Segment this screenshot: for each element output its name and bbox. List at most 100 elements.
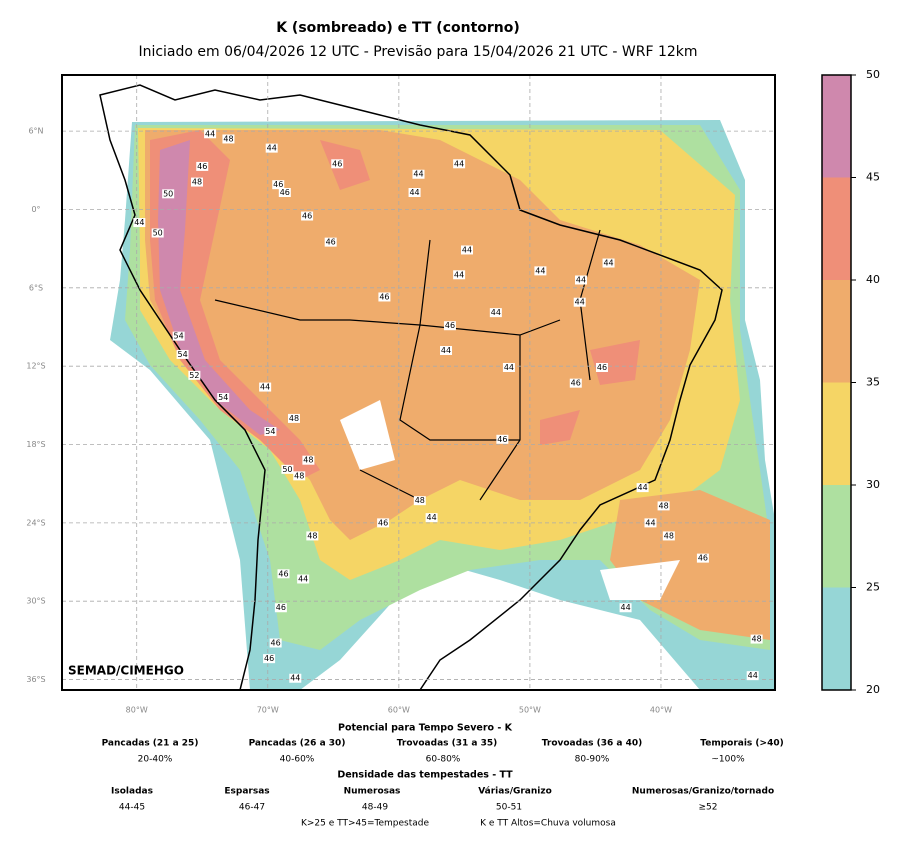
contour-label: 44 xyxy=(748,671,758,680)
legend-desc: ~100% xyxy=(711,755,745,765)
contour-label: 44 xyxy=(504,363,514,372)
contour-label: 44 xyxy=(462,245,472,254)
colorbar: 20 25 30 35 40 45 50 xyxy=(821,68,880,696)
contour-label-bg xyxy=(412,169,425,179)
legend-note: K e TT Altos=Chuva volumosa xyxy=(480,819,616,829)
credit: SEMAD/CIMEHGO xyxy=(68,664,184,678)
x-tick-label: 60°W xyxy=(388,706,410,715)
legend: Potencial para Tempo Severo - K Pancadas… xyxy=(102,723,784,829)
contour-label-bg xyxy=(636,483,649,493)
contour-label: 48 xyxy=(415,496,425,505)
y-tick-label: 18°S xyxy=(26,440,45,449)
legend-title: Densidade das tempestades - TT xyxy=(337,770,513,781)
y-tick-label: 12°S xyxy=(26,362,45,371)
contour-label: 48 xyxy=(303,456,313,465)
contour-label-bg xyxy=(297,574,310,584)
contour-label-bg xyxy=(301,211,314,221)
legend-desc: 40-60% xyxy=(280,755,315,765)
contour-label-bg xyxy=(196,161,209,171)
contour-label: 48 xyxy=(752,635,762,644)
legend-item: Isoladas xyxy=(111,787,153,797)
contour-label: 46 xyxy=(197,162,207,171)
colorbar-swatch xyxy=(822,75,851,178)
colorbar-swatch xyxy=(822,485,851,588)
legend-desc: 60-80% xyxy=(426,755,461,765)
colorbar-tick-label: 25 xyxy=(866,581,880,594)
legend-item: Numerosas/Granizo/tornado xyxy=(632,787,774,797)
legend-item: Temporais (>40) xyxy=(700,739,783,749)
contour-label-bg xyxy=(277,569,290,579)
contour-label: 52 xyxy=(189,371,199,380)
legend-desc: 50-51 xyxy=(496,803,522,813)
contour-label: 44 xyxy=(205,129,215,138)
contour-label: 48 xyxy=(307,531,317,540)
contour-label-bg xyxy=(569,378,582,388)
contour-label: 46 xyxy=(445,321,455,330)
map-frame xyxy=(61,74,776,691)
contour-label-bg xyxy=(425,513,438,523)
colorbar-tick-label: 20 xyxy=(866,683,880,696)
contour-label-bg xyxy=(274,603,287,613)
contour-label: 48 xyxy=(192,178,202,187)
contour-label: 46 xyxy=(497,435,507,444)
x-tick-label: 40°W xyxy=(650,706,672,715)
contour-label-bg xyxy=(377,518,390,528)
x-tick-label: 70°W xyxy=(257,706,279,715)
contour-label-bg xyxy=(453,270,466,280)
legend-desc: 46-47 xyxy=(239,803,265,813)
contour-label-bg xyxy=(302,455,315,465)
legend-item: Várias/Granizo xyxy=(478,787,552,797)
contour-label: 46 xyxy=(302,212,312,221)
contour-label: 44 xyxy=(290,674,300,683)
contour-label: 46 xyxy=(278,569,288,578)
contour-label: 44 xyxy=(298,575,308,584)
title: K (sombreado) e TT (contorno) xyxy=(276,20,520,36)
contour-label: 48 xyxy=(664,531,674,540)
contour-label-bg xyxy=(265,143,278,153)
contour-label-bg xyxy=(573,297,586,307)
y-tick-label: 24°S xyxy=(26,518,45,527)
legend-item: Pancadas (26 a 30) xyxy=(249,739,346,749)
colorbar-swatch xyxy=(822,177,851,280)
contour-label-bg xyxy=(217,393,230,403)
contour-label-bg xyxy=(264,426,277,436)
contour-label: 46 xyxy=(273,180,283,189)
contour-label-bg xyxy=(696,553,709,563)
colorbar-tick-label: 45 xyxy=(866,171,880,184)
contour-label: 50 xyxy=(163,189,173,198)
contour-label-bg xyxy=(306,531,319,541)
legend-item: Trovoadas (36 a 40) xyxy=(542,739,643,749)
contour-label: 44 xyxy=(260,383,270,392)
contour-label: 44 xyxy=(645,518,655,527)
legend-item: Numerosas xyxy=(344,787,401,797)
contour-label-bg xyxy=(287,413,300,423)
contour-label: 44 xyxy=(441,346,451,355)
contour-label-bg xyxy=(188,370,201,380)
legend-item: Trovoadas (31 a 35) xyxy=(397,739,498,749)
contour-label: 44 xyxy=(576,276,586,285)
contour-label: 44 xyxy=(638,483,648,492)
contour-label: 46 xyxy=(698,554,708,563)
contour-label-bg xyxy=(502,362,515,372)
contour-label-bg xyxy=(222,134,235,144)
contour-label-bg xyxy=(746,671,759,681)
contour-label: 44 xyxy=(491,308,501,317)
contour-label-bg xyxy=(331,159,344,169)
contour-label: 46 xyxy=(276,603,286,612)
contour-label: 44 xyxy=(427,513,437,522)
contour-label-bg xyxy=(259,382,272,392)
colorbar-tick-label: 30 xyxy=(866,478,880,491)
contour-label-bg xyxy=(595,362,608,372)
colorbar-swatch xyxy=(822,587,851,690)
contour-label: 50 xyxy=(153,228,163,237)
contour-label-bg xyxy=(293,471,306,481)
contour-label-bg xyxy=(440,346,453,356)
contour-label: 46 xyxy=(326,238,336,247)
colorbar-tick-label: 35 xyxy=(866,376,880,389)
contour-label: 46 xyxy=(597,363,607,372)
legend-item: Esparsas xyxy=(224,787,269,797)
contour-label-bg xyxy=(289,673,302,683)
contour-label: 44 xyxy=(409,188,419,197)
